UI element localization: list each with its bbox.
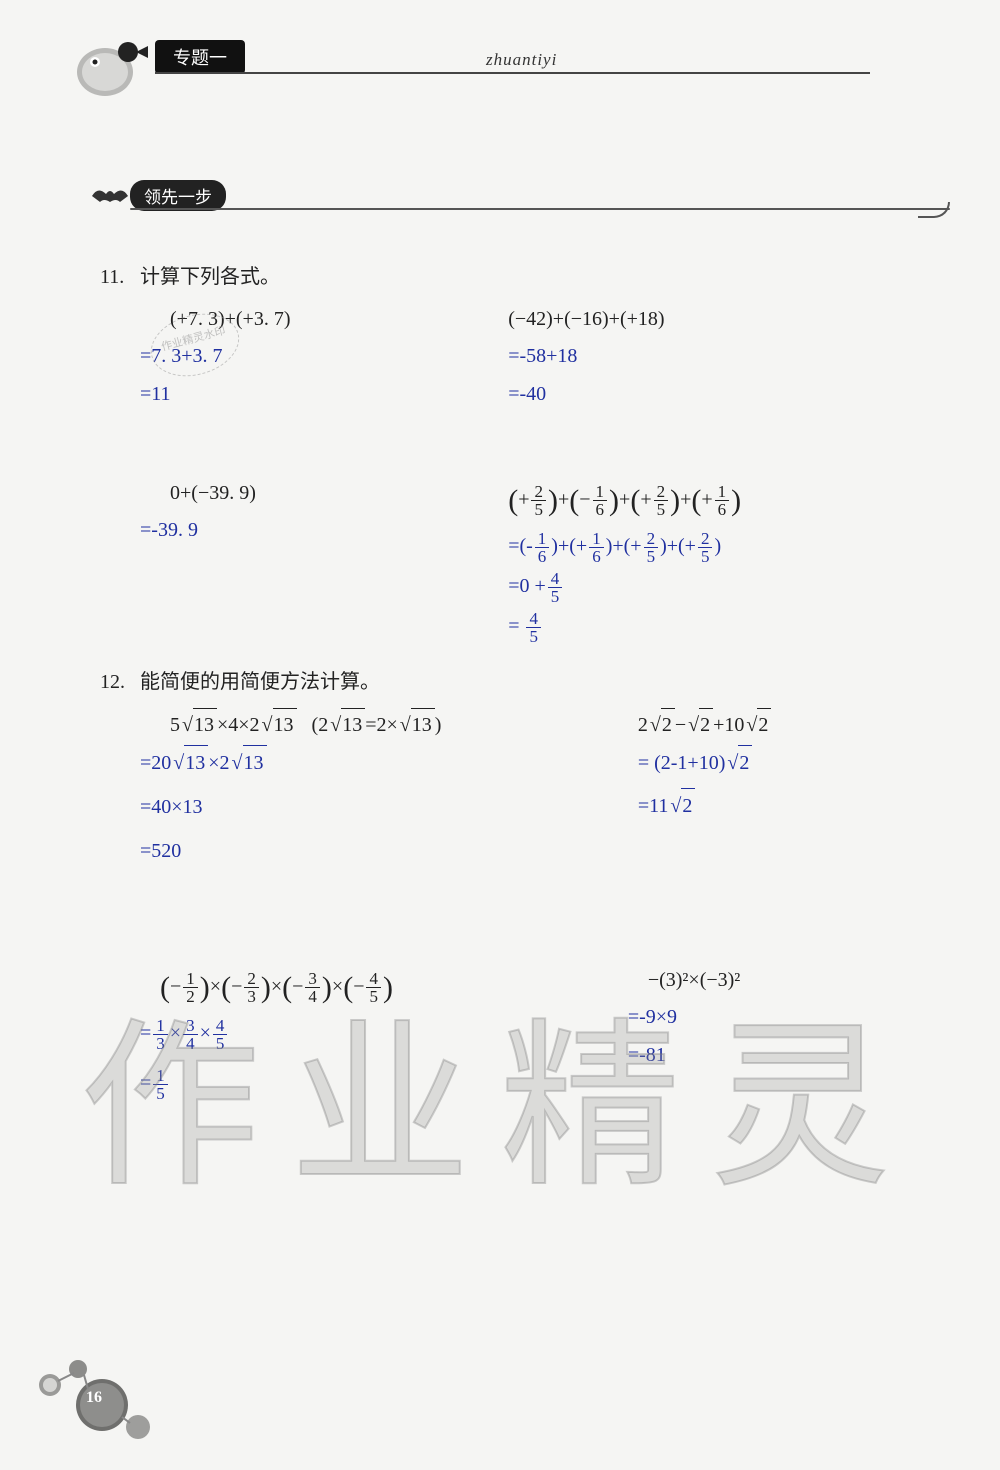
section-rule bbox=[130, 208, 950, 210]
page-number-decor: 16 bbox=[30, 1345, 170, 1450]
q12-item1: 513×4×213 (213=2×13) =2013×213 =40×13 =5… bbox=[140, 702, 598, 868]
q11-item4-step1: =(-16)+(+16)+(+25)+(+25) bbox=[508, 529, 950, 565]
q12-item2-step1: = (2-1+10)2 bbox=[638, 745, 950, 780]
q12-item1-step3: =520 bbox=[140, 834, 598, 868]
section-header: 领先一步 bbox=[90, 180, 950, 230]
q11-item1-step2: =11 bbox=[140, 377, 508, 411]
q12-item4: −(3)²×(−3)² =-9×9 =-81 bbox=[598, 958, 950, 1102]
q12-number: 12. bbox=[100, 671, 140, 694]
q12-item3-step1: =13×34×45 bbox=[140, 1016, 598, 1052]
q11-item4-step2: =0 +45 bbox=[508, 569, 950, 605]
q11-item4-step3: = 45 bbox=[508, 609, 950, 645]
q11-item3-expr: 0+(−39. 9) bbox=[170, 477, 508, 509]
q11-prompt: 计算下列各式。 bbox=[140, 266, 280, 288]
q11-item2-step1: =-58+18 bbox=[508, 339, 950, 373]
chapter-tag: 专题一 bbox=[155, 40, 245, 74]
q12-item4-step1: =-9×9 bbox=[628, 1000, 950, 1034]
q12-item1-step1: =2013×213 bbox=[140, 745, 598, 780]
section-pill: 领先一步 bbox=[130, 180, 226, 211]
page-number: 16 bbox=[86, 1389, 102, 1407]
page-header: 专题一 zhuantiyi bbox=[50, 30, 950, 100]
header-rule bbox=[155, 72, 870, 74]
q12-item3-step2: =15 bbox=[140, 1066, 598, 1102]
q12-item3: (−12)×(−23)×(−34)×(−45) =13×34×45 =15 bbox=[140, 958, 598, 1102]
q12-prompt: 能简便的用简便方法计算。 bbox=[140, 671, 380, 693]
q11-item2-step2: =-40 bbox=[508, 377, 950, 411]
q12-row1: 513×4×213 (213=2×13) =2013×213 =40×13 =5… bbox=[140, 702, 950, 868]
q11-item2: (−42)+(−16)+(+18) =-58+18 =-40 bbox=[508, 297, 950, 411]
q12-item3-expr: (−12)×(−23)×(−34)×(−45) bbox=[160, 964, 598, 1012]
question-11: 11.计算下列各式。 bbox=[100, 260, 950, 289]
q11-item3: 0+(−39. 9) =-39. 9 bbox=[140, 471, 508, 645]
question-12: 12.能简便的用简便方法计算。 bbox=[100, 665, 950, 694]
q11-row1: (+7. 3)+(+3. 7) =7. 3+3. 7 =11 (−42)+(−1… bbox=[140, 297, 950, 411]
q11-item2-expr: (−42)+(−16)+(+18) bbox=[508, 303, 950, 335]
bird-icon bbox=[70, 30, 150, 100]
q12-item2-step2: =112 bbox=[638, 788, 950, 823]
q11-item4-expr: (+25)+(−16)+(+25)+(+16) bbox=[508, 477, 950, 525]
q11-row2: 0+(−39. 9) =-39. 9 (+25)+(−16)+(+25)+(+1… bbox=[140, 471, 950, 645]
q11-item3-step1: =-39. 9 bbox=[140, 513, 508, 547]
q11-number: 11. bbox=[100, 266, 140, 289]
q12-item1-expr: 513×4×213 (213=2×13) bbox=[170, 708, 598, 741]
q12-row2: (−12)×(−23)×(−34)×(−45) =13×34×45 =15 −(… bbox=[140, 958, 950, 1102]
q12-item4-expr: −(3)²×(−3)² bbox=[648, 964, 950, 996]
q12-item2: 22−2+102 = (2-1+10)2 =112 bbox=[598, 702, 950, 868]
bat-icon bbox=[90, 184, 130, 214]
q12-item2-expr: 22−2+102 bbox=[638, 708, 950, 741]
q12-item4-step2: =-81 bbox=[628, 1038, 950, 1072]
q11-item4: (+25)+(−16)+(+25)+(+16) =(-16)+(+16)+(+2… bbox=[508, 471, 950, 645]
chapter-pinyin: zhuantiyi bbox=[480, 50, 563, 70]
q12-item1-step2: =40×13 bbox=[140, 790, 598, 824]
